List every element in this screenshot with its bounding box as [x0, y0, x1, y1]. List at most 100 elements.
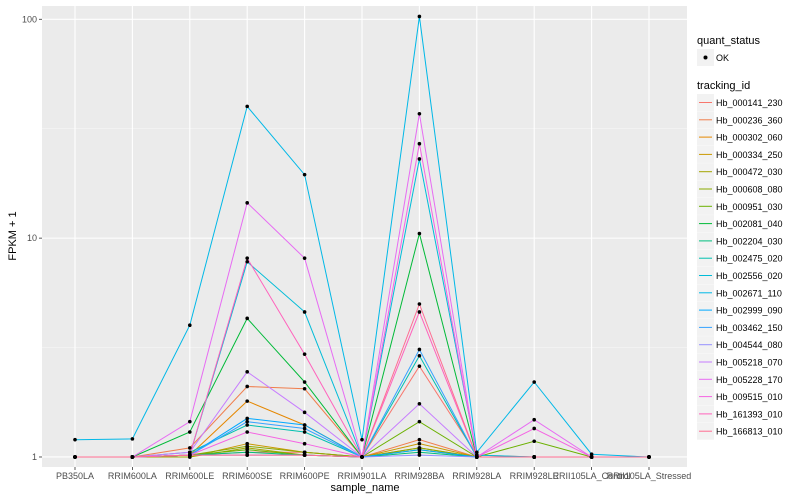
data-point	[417, 453, 422, 457]
data-point	[302, 453, 307, 457]
legend-item-label: Hb_002556_020	[716, 271, 783, 281]
x-tick-label: RRIM928BA	[394, 471, 444, 481]
legend-item-label: Hb_003462_150	[716, 323, 783, 333]
data-point	[245, 450, 249, 455]
data-point	[475, 450, 479, 455]
data-point	[589, 452, 594, 456]
legend-item-label: Hb_161393_010	[716, 409, 783, 419]
data-point	[532, 417, 536, 422]
data-point	[245, 419, 249, 424]
legend-points-label: OK	[716, 53, 729, 63]
grid	[42, 6, 687, 467]
data-point	[245, 441, 249, 446]
data-point	[302, 430, 307, 434]
x-tick-label: RRIM901LA	[337, 471, 386, 481]
data-point	[417, 347, 422, 352]
legend-item-label: Hb_002204_030	[716, 236, 783, 246]
data-point	[302, 256, 307, 260]
data-point	[302, 172, 307, 177]
data-point	[302, 441, 307, 446]
data-point	[417, 447, 422, 452]
x-tick-label: RRII105LA_Stressed	[607, 471, 692, 481]
x-tick-label: RRIM600LA	[108, 471, 157, 481]
legend-item-label: Hb_000141_230	[716, 98, 783, 108]
x-tick-label: RRIM928LA	[452, 471, 501, 481]
data-point	[130, 437, 135, 441]
data-point	[417, 353, 422, 358]
x-tick-label: RRIM600PE	[280, 471, 330, 481]
data-point	[245, 384, 249, 389]
data-point	[73, 455, 77, 459]
data-point	[245, 316, 249, 321]
legend-point-marker	[703, 55, 708, 60]
y-axis-title: FPKM + 1	[7, 211, 19, 260]
y-tick-label: 1	[32, 452, 37, 462]
data-point	[302, 426, 307, 431]
legend-item-label: Hb_000608_080	[716, 185, 783, 195]
legend-item-label: Hb_002671_110	[716, 288, 782, 298]
legend-item-label: Hb_009515_010	[716, 392, 783, 402]
data-point	[589, 455, 594, 459]
data-point	[302, 450, 307, 455]
legend-line-items: Hb_000141_230 Hb_000236_360 Hb_000302_060 H…	[697, 94, 783, 440]
data-point	[417, 111, 422, 116]
legend-item-label: Hb_002475_020	[716, 254, 783, 264]
legend-item-label: Hb_000334_250	[716, 150, 783, 160]
data-point	[245, 399, 249, 403]
data-point	[245, 444, 249, 449]
legend-item-label: Hb_000236_360	[716, 115, 783, 125]
data-point	[417, 231, 422, 236]
data-point	[245, 447, 249, 452]
data-point	[302, 423, 307, 427]
data-point	[188, 323, 192, 328]
legend-points-title: quant_status	[697, 35, 760, 47]
data-point	[245, 423, 249, 427]
data-point	[302, 352, 307, 356]
data-point	[302, 380, 307, 384]
axes: 1 10 100 PB350LA RRIM600LA RRIM600LE RRIM600SE…	[22, 14, 691, 481]
data-point	[130, 455, 135, 459]
data-point	[302, 310, 307, 314]
data-points	[73, 14, 651, 459]
legend-item-label: Hb_005218_070	[716, 358, 783, 368]
x-tick-label: RRIM600SE	[222, 471, 272, 481]
x-axis-title: sample_name	[330, 482, 399, 494]
data-point	[532, 439, 536, 444]
legend-lines-title: tracking_id	[697, 80, 750, 92]
data-point	[360, 437, 364, 442]
data-point	[417, 302, 422, 306]
legend-item-label: Hb_005228_170	[716, 375, 783, 385]
data-point	[188, 446, 192, 450]
data-point	[417, 141, 422, 146]
data-point	[188, 450, 192, 455]
data-point	[532, 455, 536, 459]
data-point	[417, 437, 422, 442]
legend-item-label: Hb_000472_030	[716, 167, 783, 177]
legend-item-label: Hb_000302_060	[716, 133, 783, 143]
legend-item-label: Hb_004544_080	[716, 340, 783, 350]
x-tick-label: RRIM600LE	[165, 471, 214, 481]
x-tick-label: PB350LA	[56, 471, 94, 481]
data-point	[73, 437, 77, 442]
data-point	[245, 201, 249, 205]
data-point	[417, 441, 422, 446]
data-point	[417, 419, 422, 424]
data-point	[245, 256, 249, 260]
data-point	[245, 430, 249, 434]
data-point	[417, 450, 422, 455]
data-point	[360, 455, 364, 459]
data-point	[245, 259, 249, 264]
data-point	[188, 430, 192, 434]
data-point	[532, 426, 536, 431]
data-point	[302, 410, 307, 415]
data-point	[417, 364, 422, 368]
x-tick-label: RRIM928LE	[510, 471, 559, 481]
data-point	[475, 455, 479, 459]
data-point	[188, 419, 192, 424]
data-point	[417, 310, 422, 314]
data-point	[245, 104, 249, 109]
data-point	[417, 401, 422, 406]
legend-item-label: Hb_000951_030	[716, 202, 783, 212]
legend-item-label: Hb_002999_090	[716, 306, 783, 316]
